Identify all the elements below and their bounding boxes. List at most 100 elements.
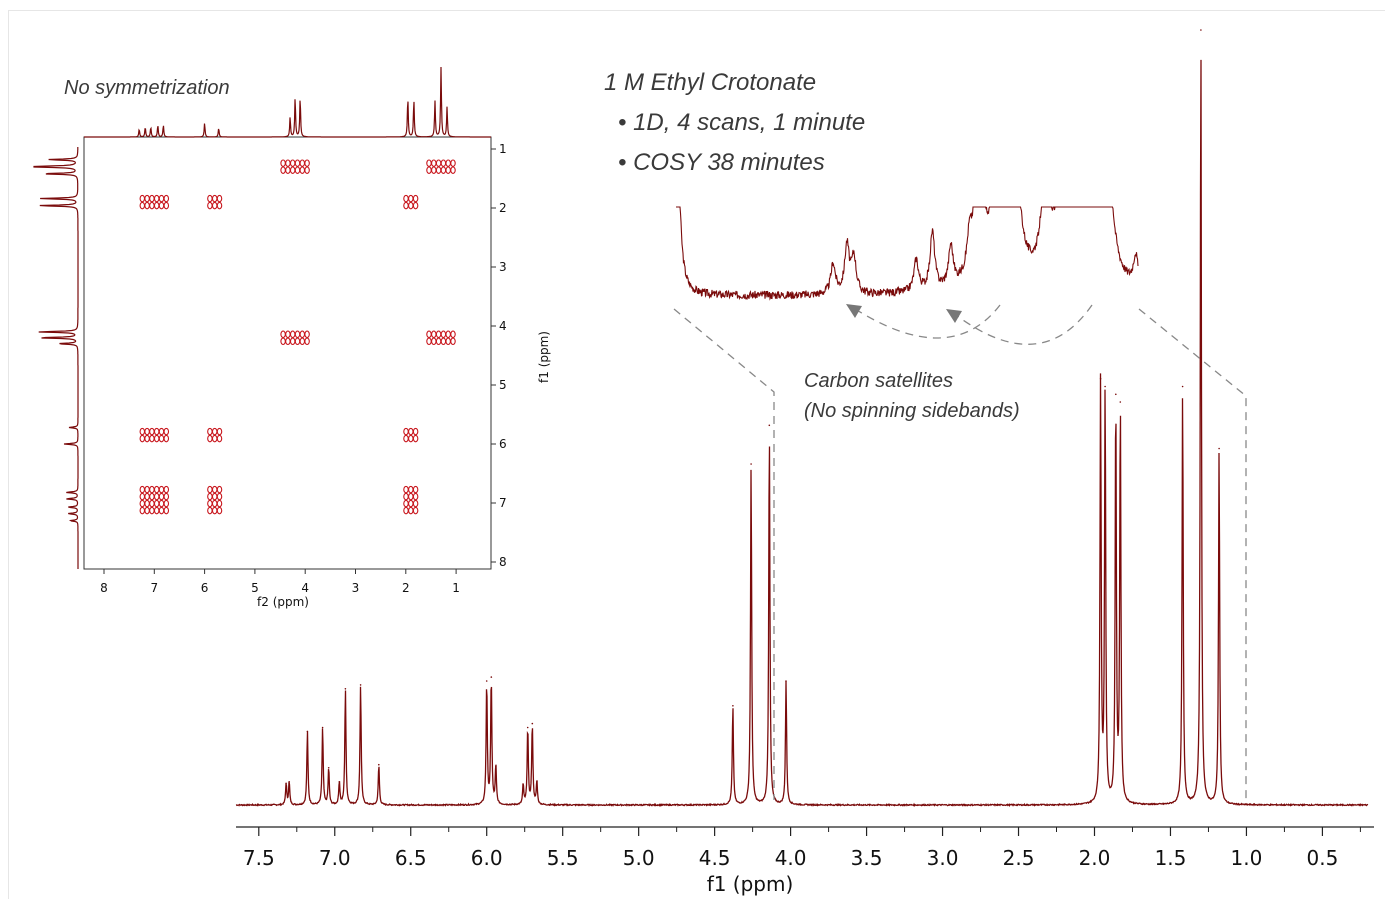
contour — [289, 159, 296, 167]
peak-24 — [1181, 385, 1184, 388]
contour — [158, 506, 165, 515]
cosy-crosspeak-5 — [280, 330, 310, 346]
contour — [144, 201, 150, 210]
figure-frame — [8, 10, 1385, 899]
contour — [412, 492, 419, 501]
cosy-x-tick-label: 4 — [301, 581, 309, 595]
contour — [163, 485, 170, 494]
zoom-inset — [673, 206, 1247, 800]
contour — [408, 201, 414, 210]
cosy-crosspeak-10 — [139, 485, 170, 515]
arrow-curve-1 — [851, 304, 1001, 339]
contour — [280, 330, 286, 339]
peak-0 — [285, 782, 287, 785]
contour — [403, 492, 409, 501]
contour — [211, 499, 218, 508]
cosy-x-tick-label: 6 — [201, 581, 209, 595]
contour — [144, 434, 150, 443]
contour — [163, 506, 170, 515]
contour — [153, 427, 160, 436]
contour — [280, 159, 286, 167]
contour — [211, 434, 218, 443]
x-tick-label: 2.5 — [1003, 846, 1035, 870]
contour — [158, 492, 165, 501]
contour — [216, 485, 223, 494]
x-tick-label: 6.0 — [471, 846, 503, 870]
contour — [304, 330, 310, 339]
peak-18 — [768, 424, 771, 427]
contour — [149, 506, 155, 515]
cosy-crosspeak-11 — [207, 485, 223, 515]
peak-14 — [531, 722, 534, 725]
cosy-x-tick-label: 2 — [402, 581, 410, 595]
contour — [408, 427, 414, 436]
contour — [153, 434, 160, 443]
contour — [163, 201, 170, 210]
subtitle-line-1: • 1D, 4 scans, 1 minute — [618, 109, 865, 136]
contour — [450, 166, 456, 174]
contour — [285, 166, 291, 174]
contour — [435, 337, 442, 346]
contour — [153, 499, 160, 508]
contour — [139, 434, 146, 443]
x-tick-label: 2.0 — [1079, 846, 1111, 870]
contour — [435, 330, 442, 339]
contour — [216, 427, 223, 436]
x-axis-label: f1 (ppm) — [707, 872, 794, 896]
contour — [450, 330, 456, 339]
contour — [440, 159, 447, 167]
contour — [289, 330, 296, 339]
contour — [431, 330, 437, 339]
peak-17 — [750, 463, 752, 465]
contour — [207, 194, 213, 203]
cosy-x-tick-label: 7 — [150, 581, 158, 595]
x-tick-label: 1.0 — [1231, 846, 1263, 870]
contour — [435, 166, 442, 174]
connector-right — [1138, 308, 1247, 800]
cosy-y-tick-label: 8 — [499, 555, 507, 569]
contour — [403, 194, 409, 203]
contour — [412, 194, 419, 203]
contour — [153, 492, 160, 501]
contour — [294, 330, 301, 339]
cosy-y-tick-label: 1 — [499, 142, 507, 156]
cosy-y-tick-label: 7 — [499, 496, 507, 510]
cosy-x-tick-label: 3 — [352, 581, 360, 595]
contour — [450, 337, 456, 346]
peak-1 — [288, 781, 291, 783]
cosy-crosspeak-3 — [207, 194, 223, 210]
contour — [431, 166, 437, 174]
contour — [280, 166, 286, 174]
contour — [207, 434, 213, 443]
contour — [426, 337, 432, 346]
contour — [149, 499, 155, 508]
contour — [149, 492, 155, 501]
contour — [153, 194, 160, 203]
contour — [403, 499, 409, 508]
contour — [207, 427, 213, 436]
contour — [139, 485, 146, 494]
contour — [403, 201, 409, 210]
contour — [285, 337, 291, 346]
contour — [211, 427, 218, 436]
contour — [139, 427, 146, 436]
contour — [412, 506, 419, 515]
contour — [304, 159, 310, 167]
cosy-title: No symmetrization — [64, 77, 230, 99]
peak-6 — [344, 688, 347, 690]
cosy-y-tick-label: 6 — [499, 437, 507, 451]
contour — [158, 427, 165, 436]
contour — [144, 506, 150, 515]
cosy-y-tick-label: 5 — [499, 378, 507, 392]
contour — [426, 330, 432, 339]
arrowhead-1 — [846, 304, 862, 318]
contour — [299, 330, 306, 339]
contour — [158, 499, 165, 508]
chart-title: 1 M Ethyl Crotonate — [604, 69, 816, 96]
contour — [149, 427, 155, 436]
x-tick-label: 5.0 — [623, 846, 655, 870]
peak-5 — [338, 781, 341, 783]
cosy-left-projection — [33, 147, 79, 569]
zoom-trace — [676, 206, 1139, 301]
contour — [216, 492, 223, 501]
